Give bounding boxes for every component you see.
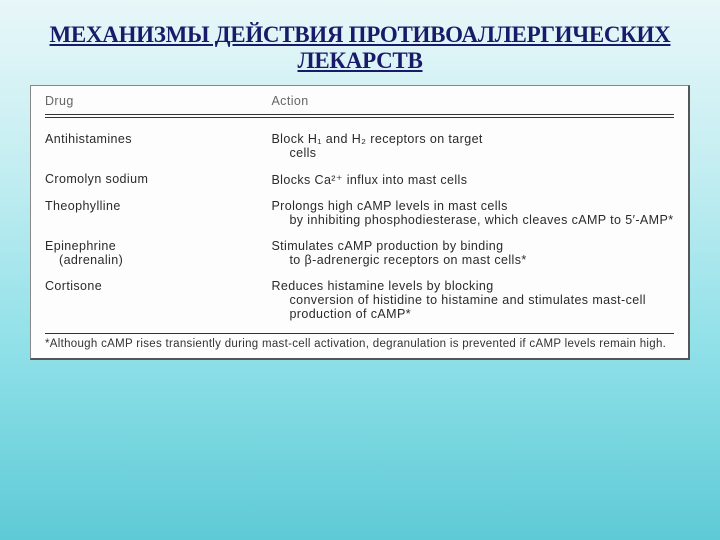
action-sub: conversion of histidine to histamine and… <box>271 293 674 321</box>
action-text: Block H₁ and H₂ receptors on target <box>271 132 482 146</box>
title-line-1: МЕХАНИЗМЫ ДЕЙСТВИЯ ПРОТИВОАЛЛЕРГИЧЕСКИХ <box>50 22 671 47</box>
table-row: Theophylline Prolongs high cAMP levels i… <box>45 193 674 233</box>
slide-title: МЕХАНИЗМЫ ДЕЙСТВИЯ ПРОТИВОАЛЛЕРГИЧЕСКИХ … <box>30 22 690 75</box>
drug-sub: (adrenalin) <box>45 253 263 267</box>
col-header-action: Action <box>271 94 674 108</box>
drug-action-table: Drug Action Antihistamines Block H₁ and … <box>30 85 690 360</box>
drug-cell: Epinephrine (adrenalin) <box>45 239 271 267</box>
action-cell: Prolongs high cAMP levels in mast cells … <box>271 199 674 227</box>
drug-name: Theophylline <box>45 199 121 213</box>
title-line-2: ЛЕКАРСТВ <box>298 48 423 73</box>
drug-name: Cortisone <box>45 279 102 293</box>
drug-name: Cromolyn sodium <box>45 172 148 186</box>
table-row: Cortisone Reduces histamine levels by bl… <box>45 273 674 327</box>
drug-name: Antihistamines <box>45 132 132 146</box>
action-cell: Block H₁ and H₂ receptors on target cell… <box>271 132 674 160</box>
drug-name: Epinephrine <box>45 239 116 253</box>
action-cell: Stimulates cAMP production by binding to… <box>271 239 674 267</box>
drug-cell: Cortisone <box>45 279 271 321</box>
action-cell: Blocks Ca²⁺ influx into mast cells <box>271 172 674 187</box>
drug-cell: Theophylline <box>45 199 271 227</box>
footnote-rule <box>45 333 674 334</box>
action-cell: Reduces histamine levels by blocking con… <box>271 279 674 321</box>
drug-cell: Antihistamines <box>45 132 271 160</box>
action-sub: cells <box>271 146 674 160</box>
action-text: Reduces histamine levels by blocking <box>271 279 493 293</box>
action-sub: by inhibiting phosphodiesterase, which c… <box>271 213 674 227</box>
action-sub: to β-adrenergic receptors on mast cells* <box>271 253 674 267</box>
table-row: Cromolyn sodium Blocks Ca²⁺ influx into … <box>45 166 674 193</box>
col-header-drug: Drug <box>45 94 271 108</box>
footnote: *Although cAMP rises transiently during … <box>45 338 674 352</box>
header-rule-thin <box>45 117 674 118</box>
action-text: Stimulates cAMP production by binding <box>271 239 503 253</box>
slide: МЕХАНИЗМЫ ДЕЙСТВИЯ ПРОТИВОАЛЛЕРГИЧЕСКИХ … <box>0 0 720 540</box>
table-row: Antihistamines Block H₁ and H₂ receptors… <box>45 126 674 166</box>
header-rule-thick <box>45 114 674 115</box>
action-text: Blocks Ca²⁺ influx into mast cells <box>271 173 467 187</box>
table-row: Epinephrine (adrenalin) Stimulates cAMP … <box>45 233 674 273</box>
table-header-row: Drug Action <box>45 94 674 114</box>
drug-cell: Cromolyn sodium <box>45 172 271 187</box>
action-text: Prolongs high cAMP levels in mast cells <box>271 199 507 213</box>
